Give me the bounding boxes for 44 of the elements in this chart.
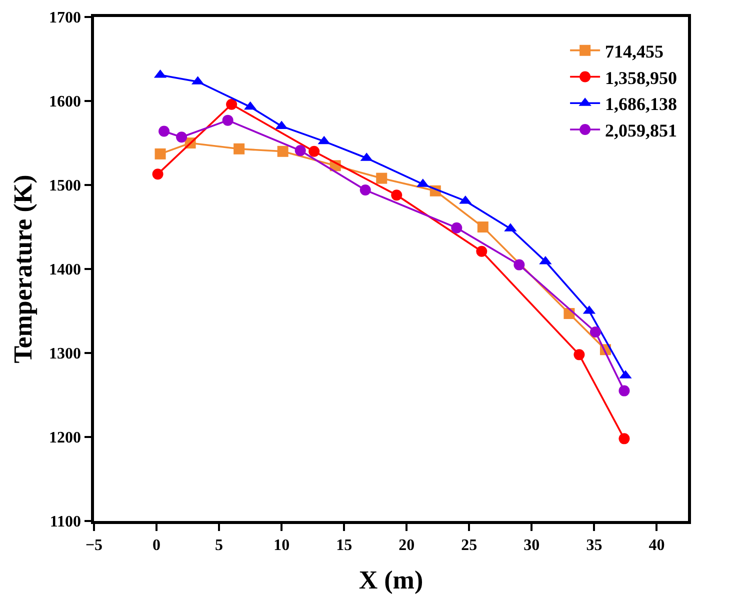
x-tick-label: 20 (398, 536, 415, 554)
x-tick-label: −5 (85, 536, 103, 554)
point (152, 168, 164, 180)
y-tick-label: 1300 (49, 346, 82, 363)
point (376, 172, 388, 184)
point (590, 326, 601, 338)
point (154, 148, 166, 160)
x-tick-label: 25 (461, 536, 478, 554)
legend-label: 1,686,138 (605, 94, 678, 114)
x-tick-label: 35 (586, 536, 602, 554)
legend-label: 2,059,851 (605, 120, 678, 141)
point (574, 349, 585, 360)
x-tick-label: 40 (648, 536, 665, 554)
point (618, 385, 630, 396)
point (391, 190, 402, 201)
point (360, 184, 371, 196)
x-tick-label: 5 (215, 536, 224, 554)
legend-label: 714,455 (605, 41, 664, 62)
point (451, 222, 462, 234)
point (226, 98, 238, 110)
y-tick-label: 1100 (50, 514, 82, 531)
point (176, 132, 188, 143)
x-axis-title: X (m) (358, 566, 424, 595)
y-tick-label: 1500 (49, 178, 82, 195)
y-axis-title: Temperature (K) (8, 174, 38, 364)
point (277, 146, 288, 157)
y-tick-label: 1700 (49, 10, 82, 27)
legend-label: 1,358,950 (605, 68, 678, 88)
x-tick-label: 30 (524, 536, 540, 554)
point (234, 143, 245, 154)
x-tick-label: 0 (152, 536, 161, 554)
point (514, 259, 525, 270)
x-tick-label: 10 (274, 536, 290, 554)
point (222, 114, 234, 126)
point (477, 222, 488, 232)
point (476, 246, 488, 257)
y-tick-label: 1400 (49, 262, 82, 279)
y-tick-label: 1600 (49, 94, 82, 111)
y-tick-label: 1200 (49, 430, 82, 447)
point (158, 126, 170, 137)
point (618, 433, 630, 444)
x-tick-label: 15 (336, 536, 352, 554)
point (308, 146, 320, 157)
point (294, 145, 306, 156)
